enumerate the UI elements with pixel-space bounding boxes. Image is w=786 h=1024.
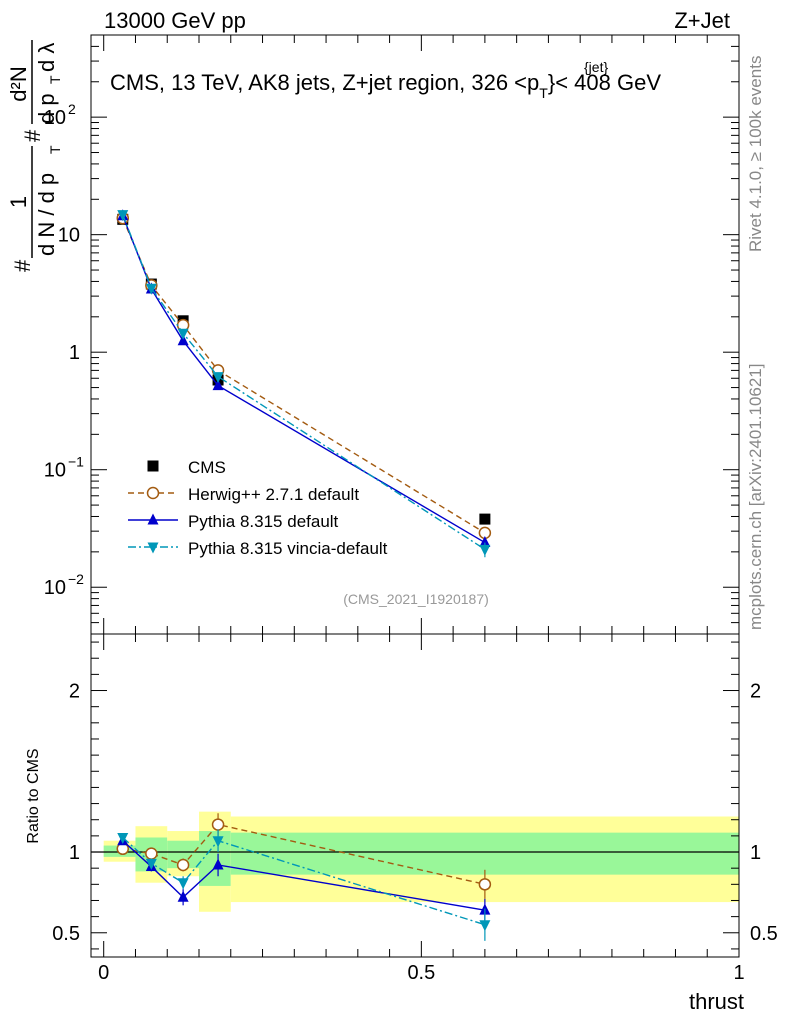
legend-label-pythia: Pythia 8.315 default <box>188 512 339 531</box>
y-tick-label: 10 <box>44 577 66 599</box>
ylabel-dp-sub: T <box>47 75 63 84</box>
y-tick-label: 10 <box>44 107 66 129</box>
y-tick-label: 10 <box>44 460 66 482</box>
chart-title-sup: {jet} <box>584 59 608 75</box>
ratio-y-tick-label-right: 1 <box>750 842 761 864</box>
ylabel-hash: # <box>10 259 35 272</box>
series-cms <box>117 213 491 525</box>
ratio-plot-panel: 0.5 0.5 1 1 2 2 0 0.5 1 Ratio to CMS thrust <box>25 633 778 1014</box>
cms-point <box>479 513 491 525</box>
ratio-data-layer <box>116 813 492 941</box>
vincia-point <box>479 544 491 556</box>
ylabel-dl: d λ <box>34 43 59 72</box>
ratio-y-axis-label: Ratio to CMS <box>25 748 42 843</box>
ratio-axis-ticks: 0.5 0.5 1 1 2 2 0 0.5 1 <box>52 634 778 984</box>
ylabel-dN-sub: T <box>47 145 63 154</box>
legend-marker-cms <box>147 460 159 472</box>
ylabel-one: 1 <box>6 196 31 208</box>
ratio-y-tick-label: 1 <box>69 842 80 864</box>
vincia-point <box>212 836 224 848</box>
vincia-point <box>479 920 491 932</box>
ratio-y-tick-label-right: 2 <box>750 681 761 703</box>
y-tick-label-exponent: −2 <box>68 571 84 587</box>
herwig-point <box>478 878 492 891</box>
energy-label: 13000 GeV pp <box>104 8 246 33</box>
vincia-point <box>177 878 189 890</box>
vincia-point <box>212 372 224 384</box>
vincia-point <box>145 283 157 295</box>
vincia-point <box>117 832 129 844</box>
series-vincia <box>117 829 491 941</box>
y-tick-label-exponent: 2 <box>68 101 76 117</box>
legend-marker-herwig <box>146 486 160 500</box>
herwig-point <box>176 858 190 872</box>
uncertainty-band-inner <box>230 832 739 875</box>
legend-label-cms: CMS <box>188 458 226 477</box>
main-y-axis-label: # 1 d N / d p T # d²N d p T d λ <box>6 40 63 272</box>
ratio-y-tick-label-right: 0.5 <box>750 923 778 945</box>
main-data-layer <box>116 209 492 558</box>
pythia-point <box>177 890 189 902</box>
chart-title-sub: T <box>539 85 548 101</box>
ylabel-d2N: d²N <box>6 66 31 101</box>
chart-title: CMS, 13 TeV, AK8 jets, Z+jet region, 326… <box>110 70 661 101</box>
x-tick-label: 0 <box>98 962 109 984</box>
ylabel-dp: d p <box>34 93 59 124</box>
ratio-frame <box>90 633 740 958</box>
herwig-point <box>145 847 158 860</box>
ylabel-hash-2: # <box>20 129 45 142</box>
rivet-label: Rivet 4.1.0, ≥ 100k events <box>746 56 765 252</box>
pythia-point <box>177 334 189 346</box>
series-vincia <box>117 210 491 558</box>
legend-marker-vincia <box>147 542 159 554</box>
analysis-id: (CMS_2021_I1920187) <box>343 591 489 607</box>
process-label: Z+Jet <box>674 8 730 33</box>
legend-marker-pythia <box>147 513 159 525</box>
herwig-point <box>211 818 225 831</box>
pythia-point <box>212 379 224 391</box>
legend-label-herwig: Herwig++ 2.7.1 default <box>188 485 359 504</box>
vincia-point <box>145 858 157 870</box>
pythia-point <box>212 858 224 870</box>
legend: CMS Herwig++ 2.7.1 default Pythia 8.315 de… <box>128 458 388 558</box>
y-tick-label: 10 <box>58 225 80 247</box>
x-axis-label: thrust <box>689 989 744 1014</box>
mcplots-label: mcplots.cern.ch [arXiv:2401.10621] <box>746 364 765 630</box>
y-tick-label: 1 <box>69 342 80 364</box>
pythia-point <box>479 536 491 548</box>
ratio-y-tick-label: 0.5 <box>52 923 80 945</box>
vincia-point <box>177 328 189 340</box>
vincia-point <box>117 210 129 222</box>
ylabel-dN: d N / d p <box>34 173 59 256</box>
x-tick-label: 0.5 <box>407 962 435 984</box>
chart-title-main: CMS, 13 TeV, AK8 jets, Z+jet region, 326… <box>110 70 539 95</box>
ratio-y-tick-label: 2 <box>69 681 80 703</box>
legend-label-vincia: Pythia 8.315 vincia-default <box>188 539 388 558</box>
x-tick-label: 1 <box>733 962 744 984</box>
y-tick-label-exponent: −1 <box>68 454 84 470</box>
chart-title-end: }< 408 GeV <box>548 70 661 95</box>
